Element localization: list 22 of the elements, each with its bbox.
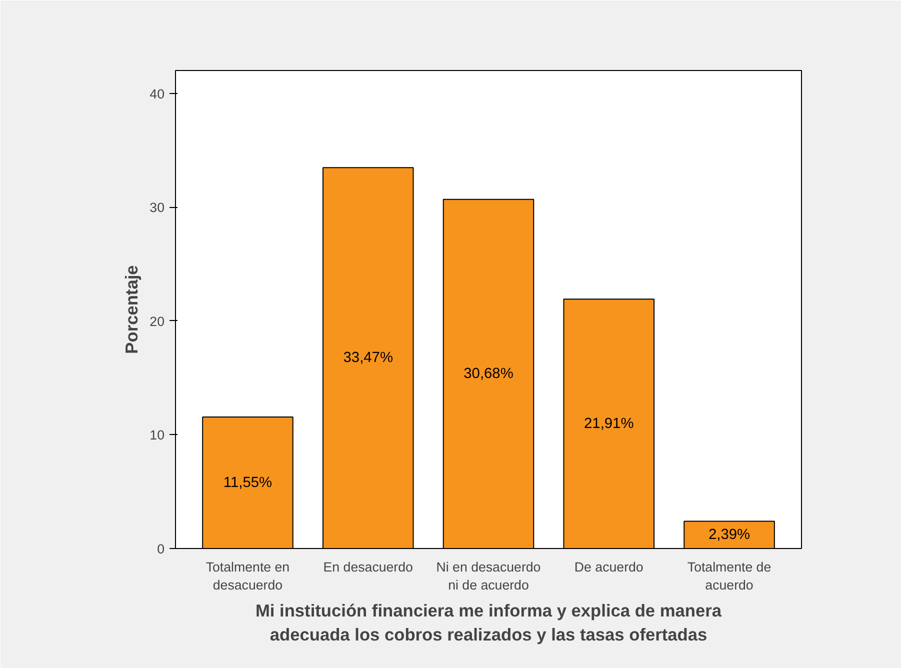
bar <box>684 520 775 548</box>
y-tick-label: 10 <box>150 428 165 443</box>
data-label: 11,55% <box>223 474 272 491</box>
x-axis-title: Mi institución financiera me informa y explica de manera adecuada los cobros realizados y las tasas ofertadas <box>255 600 722 644</box>
y-tick-label: 0 <box>157 542 165 556</box>
bar <box>202 416 294 548</box>
x-tick-label: De acuerdo <box>574 560 644 574</box>
y-tick-label: 20 <box>150 314 165 329</box>
data-label: 2,39% <box>708 526 750 543</box>
bar <box>442 198 534 548</box>
x-tick-label: Totalmente en desacuerdo <box>206 560 290 592</box>
bar <box>563 298 655 548</box>
data-label: 21,91% <box>584 416 634 432</box>
x-tick-label: Totalmente de acuerdo <box>687 560 772 592</box>
data-label: 30,68% <box>464 366 514 382</box>
bar <box>322 167 414 548</box>
data-label: 33,47% <box>343 350 393 366</box>
x-tick-label: En desacuerdo <box>323 560 413 574</box>
y-tick-label: 40 <box>150 86 165 102</box>
x-tick-label: Ni en desacuerdo ni de acuerdo <box>436 560 541 592</box>
y-tick-label: 30 <box>150 200 165 216</box>
y-axis-title: Porcentaje <box>122 264 142 354</box>
